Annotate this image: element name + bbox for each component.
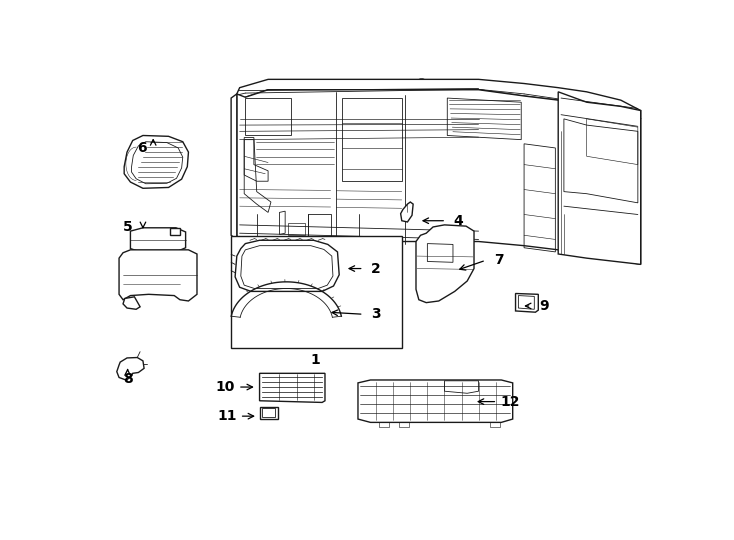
Polygon shape xyxy=(237,79,641,119)
Polygon shape xyxy=(558,92,641,265)
Polygon shape xyxy=(231,94,237,239)
Polygon shape xyxy=(131,228,186,253)
Polygon shape xyxy=(260,373,325,402)
Circle shape xyxy=(267,84,269,86)
Polygon shape xyxy=(123,297,140,309)
Polygon shape xyxy=(124,136,189,188)
Polygon shape xyxy=(170,228,180,235)
Text: 5: 5 xyxy=(123,220,132,234)
Circle shape xyxy=(500,84,503,86)
Circle shape xyxy=(421,80,423,82)
Text: 8: 8 xyxy=(123,372,132,386)
Polygon shape xyxy=(235,240,339,292)
Text: 9: 9 xyxy=(539,299,549,313)
Text: 7: 7 xyxy=(494,253,504,267)
Polygon shape xyxy=(117,357,144,380)
Polygon shape xyxy=(515,294,538,312)
Polygon shape xyxy=(358,380,513,422)
Polygon shape xyxy=(119,250,197,301)
Text: 6: 6 xyxy=(137,141,147,155)
Polygon shape xyxy=(401,202,413,222)
Text: 3: 3 xyxy=(371,307,381,321)
Text: 4: 4 xyxy=(454,214,464,228)
Polygon shape xyxy=(237,90,641,265)
Polygon shape xyxy=(231,236,401,348)
Polygon shape xyxy=(260,407,278,419)
Polygon shape xyxy=(416,225,474,302)
Text: 10: 10 xyxy=(216,380,235,394)
Text: 1: 1 xyxy=(310,353,320,367)
Text: 11: 11 xyxy=(217,409,237,423)
Text: 12: 12 xyxy=(500,395,520,409)
Text: 2: 2 xyxy=(371,261,381,275)
